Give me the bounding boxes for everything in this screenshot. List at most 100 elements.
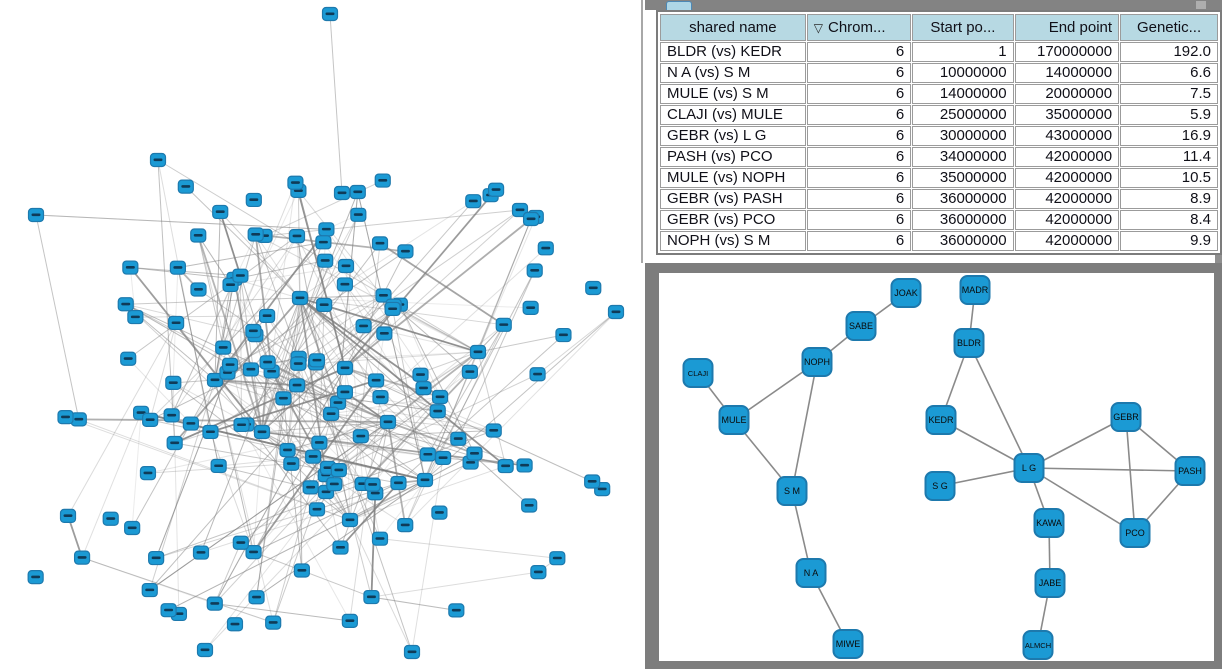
hairball-node[interactable] <box>416 472 434 488</box>
hairball-node[interactable] <box>288 229 306 244</box>
hairball-node[interactable] <box>465 194 482 209</box>
cell-value[interactable]: 8.9 <box>1120 189 1218 209</box>
cell-value[interactable]: 1 <box>912 42 1014 62</box>
hairball-node[interactable] <box>469 344 487 360</box>
cell-shared-name[interactable]: GEBR (vs) PCO <box>660 210 806 230</box>
hairball-node[interactable] <box>124 520 141 536</box>
network-node[interactable]: S M <box>776 476 808 506</box>
hairball-node[interactable] <box>27 570 44 585</box>
hairball-node[interactable] <box>336 277 354 292</box>
hairball-node[interactable] <box>148 550 165 566</box>
cell-shared-name[interactable]: GEBR (vs) L G <box>660 126 806 146</box>
hairball-node[interactable] <box>169 260 186 275</box>
hairball-node[interactable] <box>177 179 194 194</box>
hairball-node[interactable] <box>308 502 326 517</box>
hairball-node[interactable] <box>190 228 207 243</box>
hairball-node[interactable] <box>302 480 319 495</box>
cell-shared-name[interactable]: MULE (vs) S M <box>660 84 806 104</box>
hairball-node[interactable] <box>27 207 45 223</box>
hairball-node[interactable] <box>215 340 232 355</box>
cell-value[interactable]: 6 <box>806 168 912 188</box>
hairball-node[interactable] <box>308 353 326 368</box>
scrollbar-fragment[interactable] <box>1196 1 1206 9</box>
cell-value[interactable]: 42000000 <box>1014 168 1120 188</box>
column-header-0[interactable]: shared name <box>660 14 806 41</box>
hairball-node[interactable] <box>419 447 436 462</box>
hairball-node[interactable] <box>245 323 262 339</box>
small-network-svg[interactable]: JOAK MADR SABE BLDR NOPH CLAJI MULE KEDR GEBR L G… <box>659 273 1214 661</box>
hairball-node[interactable] <box>245 545 262 560</box>
cell-value[interactable]: 11.4 <box>1120 147 1218 167</box>
hairball-node[interactable] <box>139 466 157 481</box>
hairball-node[interactable] <box>70 412 87 427</box>
column-header-2[interactable]: Start po... <box>912 14 1014 41</box>
hairball-node[interactable] <box>315 235 332 250</box>
hairball-node[interactable] <box>122 260 139 275</box>
table-row[interactable]: MULE (vs) S M 6 14000000 20000000 7.5 <box>660 84 1218 104</box>
hairball-node[interactable] <box>192 545 210 560</box>
cell-value[interactable]: 20000000 <box>1014 84 1120 104</box>
table-row[interactable]: N A (vs) S M 6 10000000 14000000 6.6 <box>660 63 1218 83</box>
hairball-node[interactable] <box>253 424 271 440</box>
hairball-node[interactable] <box>323 406 340 421</box>
hairball-node[interactable] <box>372 390 389 405</box>
cell-value[interactable]: 35000000 <box>912 168 1014 188</box>
table-row[interactable]: PASH (vs) PCO 6 34000000 42000000 11.4 <box>660 147 1218 167</box>
hairball-node[interactable] <box>288 378 306 393</box>
hairball-node[interactable] <box>376 326 393 341</box>
hairball-node[interactable] <box>487 182 505 197</box>
network-node[interactable]: BLDR <box>953 328 985 358</box>
hairball-node[interactable] <box>233 417 250 433</box>
hairball-node[interactable] <box>190 282 207 297</box>
network-node[interactable]: GEBR <box>1110 402 1142 432</box>
tab-fragment[interactable] <box>666 1 692 10</box>
hairball-node[interactable] <box>59 508 77 524</box>
hairball-node[interactable] <box>397 518 414 533</box>
cell-value[interactable]: 6 <box>806 126 912 146</box>
hairball-node[interactable] <box>287 175 304 190</box>
hairball-node[interactable] <box>149 152 167 168</box>
hairball-node[interactable] <box>379 414 397 430</box>
network-node[interactable]: N A <box>795 558 827 588</box>
cell-value[interactable]: 10000000 <box>912 63 1014 83</box>
cell-value[interactable]: 16.9 <box>1120 126 1218 146</box>
cell-value[interactable]: 6 <box>806 63 912 83</box>
hairball-node[interactable] <box>607 304 625 320</box>
cell-shared-name[interactable]: N A (vs) S M <box>660 63 806 83</box>
cell-value[interactable]: 6 <box>806 147 912 167</box>
hairball-node[interactable] <box>120 351 137 366</box>
hairball-node[interactable] <box>530 565 547 580</box>
hairball-node[interactable] <box>350 207 367 222</box>
cell-value[interactable]: 42000000 <box>1014 210 1120 230</box>
hairball-node[interactable] <box>415 381 432 396</box>
hairball-node[interactable] <box>332 540 349 555</box>
hairball-node[interactable] <box>202 424 219 440</box>
hairball-node[interactable] <box>374 173 391 188</box>
cell-value[interactable]: 6 <box>806 105 912 125</box>
hairball-node[interactable] <box>245 192 262 208</box>
hairball-node[interactable] <box>390 475 407 491</box>
cell-value[interactable]: 6.6 <box>1120 63 1218 83</box>
hairball-node[interactable] <box>232 268 249 283</box>
cell-value[interactable]: 30000000 <box>912 126 1014 146</box>
hairball-node[interactable] <box>196 642 214 658</box>
hairball-node[interactable] <box>412 367 429 382</box>
filter-icon[interactable]: ▽ <box>813 21 823 35</box>
hairball-node[interactable] <box>341 613 358 628</box>
cell-value[interactable]: 6 <box>806 231 912 251</box>
network-node[interactable]: L G <box>1013 453 1045 483</box>
cell-value[interactable]: 170000000 <box>1014 42 1120 62</box>
hairball-node[interactable] <box>368 373 385 388</box>
large-network-canvas[interactable] <box>0 0 643 669</box>
hairball-node[interactable] <box>555 327 572 343</box>
hairball-node[interactable] <box>336 385 353 400</box>
hairball-node[interactable] <box>397 244 414 259</box>
hairball-node[interactable] <box>168 315 185 331</box>
large-network-panel[interactable] <box>0 0 643 669</box>
cell-value[interactable]: 42000000 <box>1014 147 1120 167</box>
cell-value[interactable]: 36000000 <box>912 210 1014 230</box>
cell-shared-name[interactable]: GEBR (vs) PASH <box>660 189 806 209</box>
hairball-node[interactable] <box>537 241 554 256</box>
cell-value[interactable]: 36000000 <box>912 189 1014 209</box>
hairball-node[interactable] <box>265 615 282 630</box>
